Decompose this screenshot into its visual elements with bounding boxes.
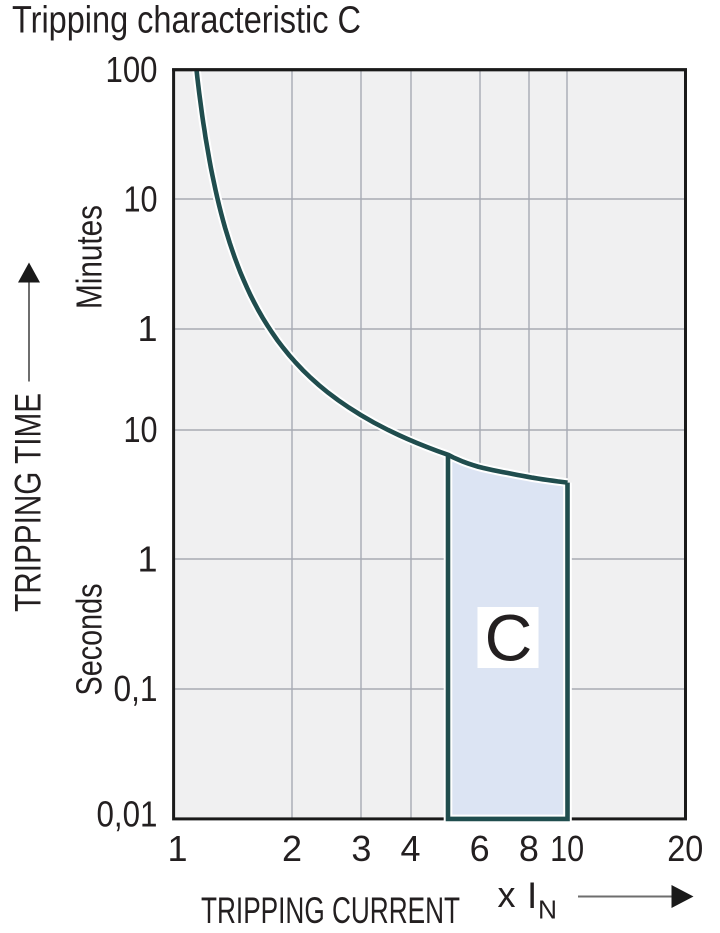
svg-text:3: 3 xyxy=(351,828,371,869)
svg-text:0,01: 0,01 xyxy=(97,794,158,835)
svg-text:C: C xyxy=(485,601,533,675)
svg-text:Tripping characteristic C: Tripping characteristic C xyxy=(12,0,361,41)
svg-text:1: 1 xyxy=(137,539,157,580)
svg-text:TRIPPING TIME: TRIPPING TIME xyxy=(7,393,48,612)
svg-text:2: 2 xyxy=(282,828,302,869)
svg-text:0,1: 0,1 xyxy=(114,668,158,709)
svg-text:10: 10 xyxy=(124,179,158,220)
svg-text:10: 10 xyxy=(550,828,584,869)
svg-text:1: 1 xyxy=(137,308,157,349)
svg-text:1: 1 xyxy=(167,828,187,869)
svg-text:10: 10 xyxy=(124,409,158,450)
svg-text:20: 20 xyxy=(667,828,703,869)
svg-text:TRIPPING CURRENT: TRIPPING CURRENT xyxy=(201,890,460,928)
svg-text:8: 8 xyxy=(519,828,539,869)
svg-text:6: 6 xyxy=(470,828,490,869)
svg-text:Minutes: Minutes xyxy=(69,205,110,309)
svg-text:100: 100 xyxy=(106,49,158,90)
svg-text:x: x xyxy=(498,874,516,915)
svg-text:Seconds: Seconds xyxy=(69,584,110,696)
svg-text:I: I xyxy=(527,875,537,916)
svg-text:4: 4 xyxy=(400,828,420,869)
svg-text:N: N xyxy=(538,895,557,925)
